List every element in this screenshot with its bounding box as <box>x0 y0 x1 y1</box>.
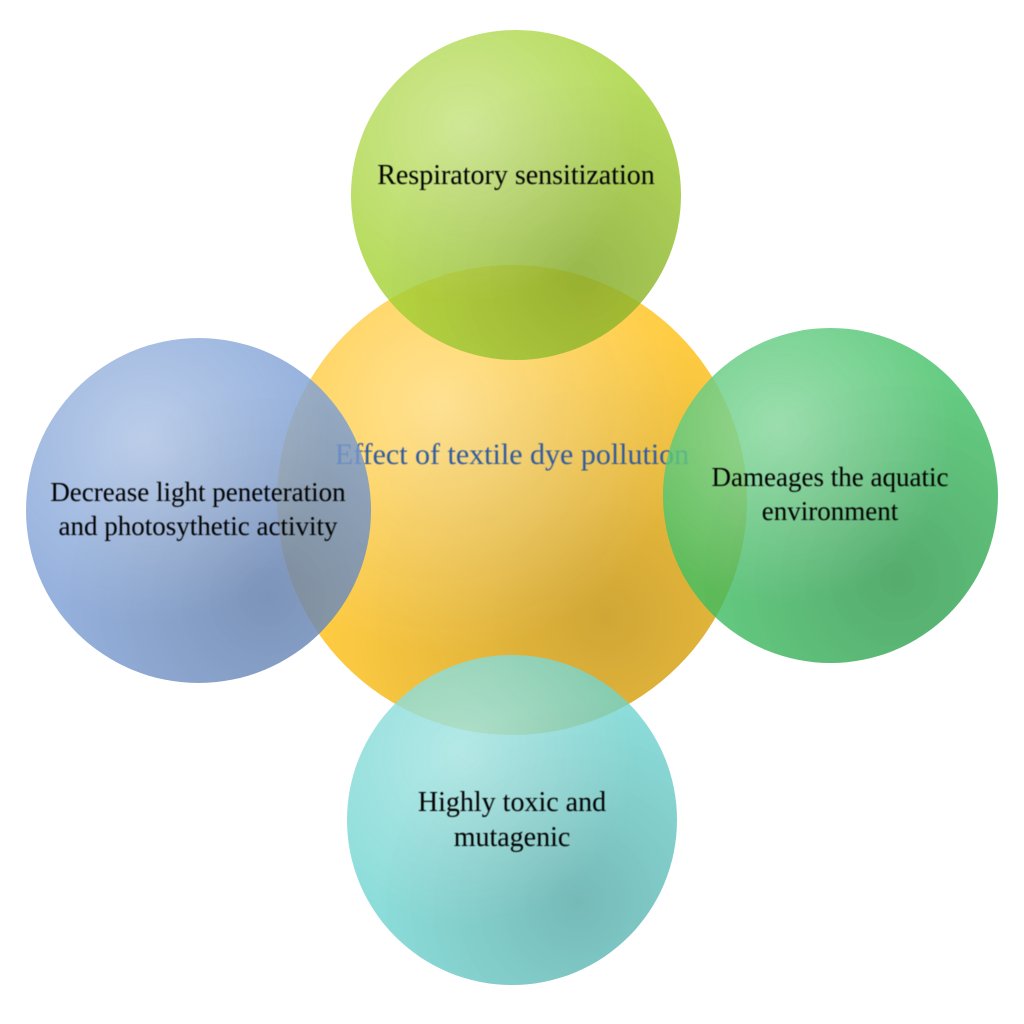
left-circle: Decrease light peneteration and photosyt… <box>26 338 371 683</box>
top-label: Respiratory sensitization <box>359 158 673 193</box>
center-label: Effect of textile dye pollution <box>317 436 707 474</box>
right-label: Dameages the aquatic environment <box>663 461 998 529</box>
bottom-label: Highly toxic and mutagenic <box>347 785 677 855</box>
venn-diagram: Effect of textile dye pollution Respirat… <box>0 0 1024 1024</box>
right-circle: Dameages the aquatic environment <box>663 328 998 663</box>
left-label: Decrease light peneteration and photosyt… <box>26 476 371 544</box>
bottom-circle: Highly toxic and mutagenic <box>347 655 677 985</box>
top-circle: Respiratory sensitization <box>351 30 681 360</box>
